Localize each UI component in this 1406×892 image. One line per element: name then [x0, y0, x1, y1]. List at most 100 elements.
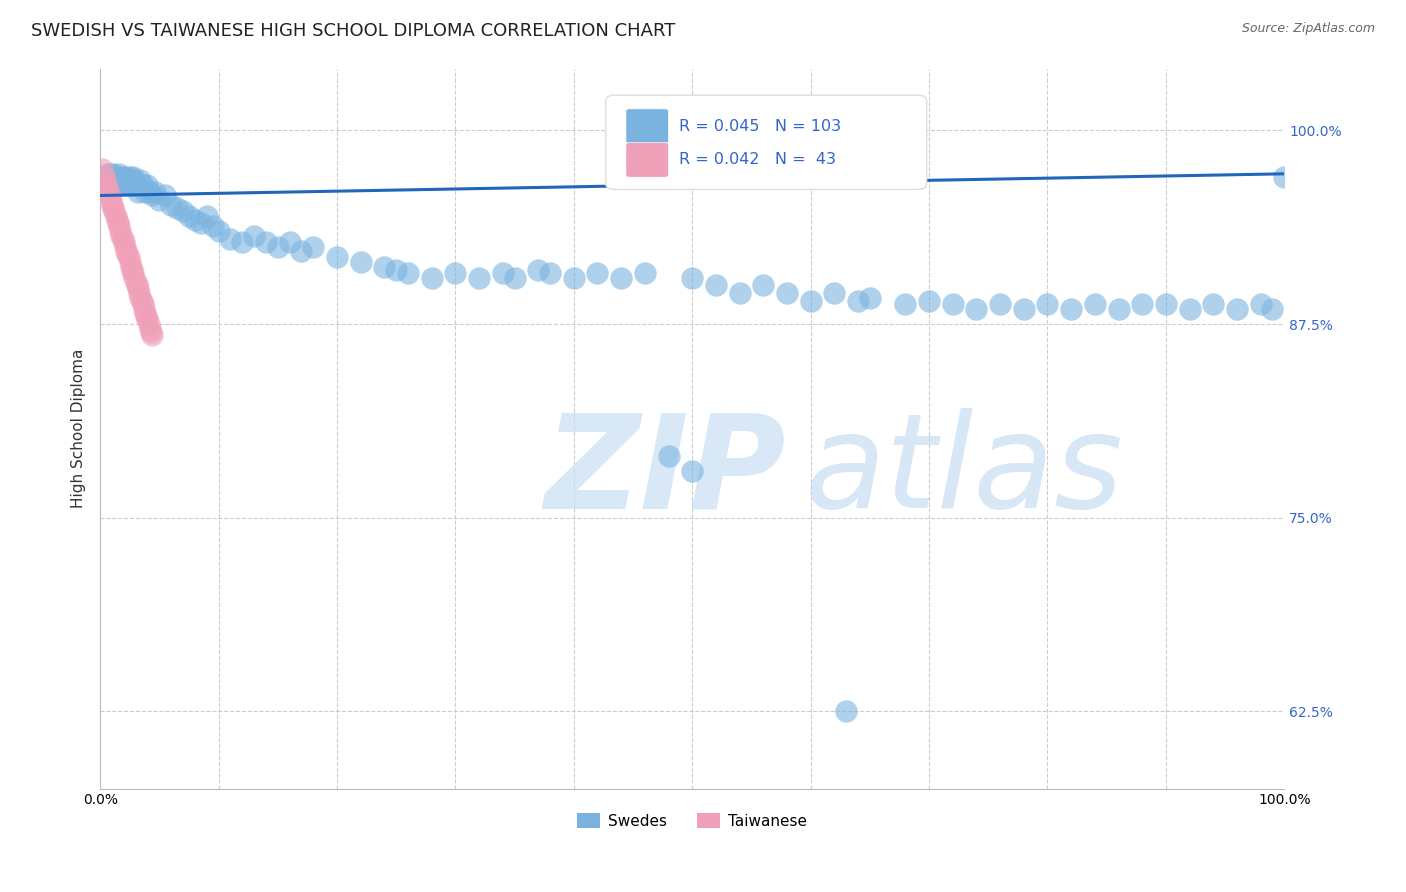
Point	[103, 178, 125, 192]
Point	[132, 178, 155, 192]
Point	[527, 262, 550, 277]
Point	[942, 297, 965, 311]
Point	[100, 193, 122, 207]
Point	[94, 169, 117, 184]
Point	[139, 321, 162, 335]
Point	[254, 235, 277, 249]
Point	[396, 266, 419, 280]
Point	[1130, 297, 1153, 311]
Point	[1084, 297, 1107, 311]
Point	[420, 270, 443, 285]
Point	[100, 169, 122, 184]
Point	[538, 266, 561, 280]
Point	[195, 209, 218, 223]
Point	[98, 188, 121, 202]
Point	[96, 167, 118, 181]
Point	[121, 178, 143, 192]
Point	[98, 167, 121, 181]
Point	[704, 278, 727, 293]
Point	[117, 251, 139, 265]
Point	[468, 270, 491, 285]
Point	[139, 186, 162, 200]
FancyBboxPatch shape	[606, 95, 927, 189]
Legend: Swedes, Taiwanese: Swedes, Taiwanese	[571, 806, 813, 835]
Point	[101, 201, 124, 215]
Point	[118, 169, 141, 184]
Point	[492, 266, 515, 280]
Point	[131, 293, 153, 308]
Point	[112, 173, 135, 187]
Point	[110, 173, 132, 187]
Point	[107, 178, 129, 192]
Point	[1261, 301, 1284, 316]
Point	[125, 278, 148, 293]
Point	[141, 327, 163, 342]
Point	[988, 297, 1011, 311]
Point	[657, 449, 679, 463]
Point	[129, 173, 152, 187]
Point	[118, 255, 141, 269]
Point	[94, 173, 117, 187]
Text: ZIP: ZIP	[544, 409, 786, 535]
Point	[105, 213, 128, 227]
Point	[117, 173, 139, 187]
Point	[1036, 297, 1059, 311]
Point	[117, 178, 139, 192]
Point	[101, 198, 124, 212]
Point	[94, 178, 117, 192]
Point	[634, 266, 657, 280]
Point	[138, 317, 160, 331]
Point	[124, 270, 146, 285]
Point	[101, 173, 124, 187]
Point	[800, 293, 823, 308]
Point	[752, 278, 775, 293]
Point	[207, 224, 229, 238]
Point	[1202, 297, 1225, 311]
Point	[122, 169, 145, 184]
Point	[681, 270, 703, 285]
Point	[121, 262, 143, 277]
Point	[1060, 301, 1083, 316]
Point	[1272, 169, 1295, 184]
Point	[1012, 301, 1035, 316]
Point	[918, 293, 941, 308]
Point	[96, 182, 118, 196]
Point	[98, 178, 121, 192]
Point	[373, 260, 395, 274]
Point	[124, 275, 146, 289]
Point	[115, 244, 138, 259]
Point	[681, 464, 703, 478]
Point	[97, 173, 120, 187]
Point	[385, 262, 408, 277]
Point	[124, 178, 146, 192]
Point	[104, 169, 127, 184]
Point	[302, 239, 325, 253]
Point	[135, 310, 157, 324]
Point	[107, 216, 129, 230]
Point	[148, 193, 170, 207]
Point	[93, 169, 115, 184]
Point	[127, 281, 149, 295]
Point	[172, 204, 194, 219]
Point	[110, 224, 132, 238]
Y-axis label: High School Diploma: High School Diploma	[72, 349, 86, 508]
Point	[823, 286, 845, 301]
Point	[141, 188, 163, 202]
Point	[846, 293, 869, 308]
Point	[104, 209, 127, 223]
Point	[166, 201, 188, 215]
Point	[835, 704, 858, 718]
Point	[134, 186, 156, 200]
Point	[278, 235, 301, 249]
Point	[101, 173, 124, 187]
Point	[120, 260, 142, 274]
Point	[132, 297, 155, 311]
Point	[776, 286, 799, 301]
Point	[111, 232, 134, 246]
Point	[97, 186, 120, 200]
Point	[132, 301, 155, 316]
Point	[114, 178, 136, 192]
Point	[94, 169, 117, 184]
Point	[1108, 301, 1130, 316]
Point	[503, 270, 526, 285]
